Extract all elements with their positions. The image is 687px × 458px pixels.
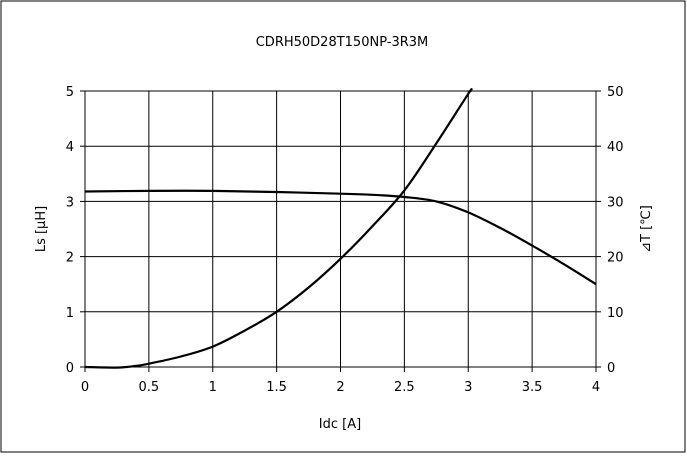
y-tick-label: 4: [66, 140, 74, 155]
y-tick-labels: 0 1 2 3 4 5: [66, 85, 74, 376]
x-tick-label: 2.5: [394, 380, 415, 395]
x-tick-label: 1: [209, 380, 217, 395]
x-tick-label: 2: [336, 380, 344, 395]
y2-axis-label: ⊿T [℃]: [639, 205, 654, 253]
y2-tick-label: 40: [607, 140, 624, 155]
plot-area: [84, 90, 597, 368]
chart-title: CDRH50D28T150NP-3R3M: [256, 35, 429, 50]
x-tick-label: 3.5: [522, 380, 543, 395]
inductance-curve: [84, 189, 597, 286]
y-tick-label: 1: [66, 306, 74, 321]
x-tick-label: 0.5: [139, 380, 160, 395]
y2-tick-labels: 0 10 20 30 40 50: [607, 85, 624, 376]
gridlines: [80, 90, 601, 372]
y2-tick-label: 20: [607, 251, 624, 266]
x-axis-label: Idc [A]: [319, 417, 361, 432]
temperature-rise-curve: [84, 88, 473, 369]
x-tick-label: 4: [592, 380, 600, 395]
x-tick-label: 0: [81, 380, 89, 395]
x-tick-label: 1.5: [266, 380, 287, 395]
y-tick-label: 5: [66, 85, 74, 100]
y2-tick-label: 50: [607, 85, 624, 100]
y-tick-label: 3: [66, 195, 74, 210]
y-tick-label: 2: [66, 251, 74, 266]
y-axis-label: Ls [μH]: [34, 206, 49, 252]
y2-tick-label: 30: [607, 195, 624, 210]
x-tick-labels: 0 0.5 1 1.5 2 2.5 3 3.5 4: [81, 380, 600, 395]
y-tick-label: 0: [66, 361, 74, 376]
y2-tick-label: 10: [607, 306, 624, 321]
x-tick-label: 3: [464, 380, 472, 395]
series-curves: [84, 88, 597, 369]
y2-tick-label: 0: [607, 361, 615, 376]
